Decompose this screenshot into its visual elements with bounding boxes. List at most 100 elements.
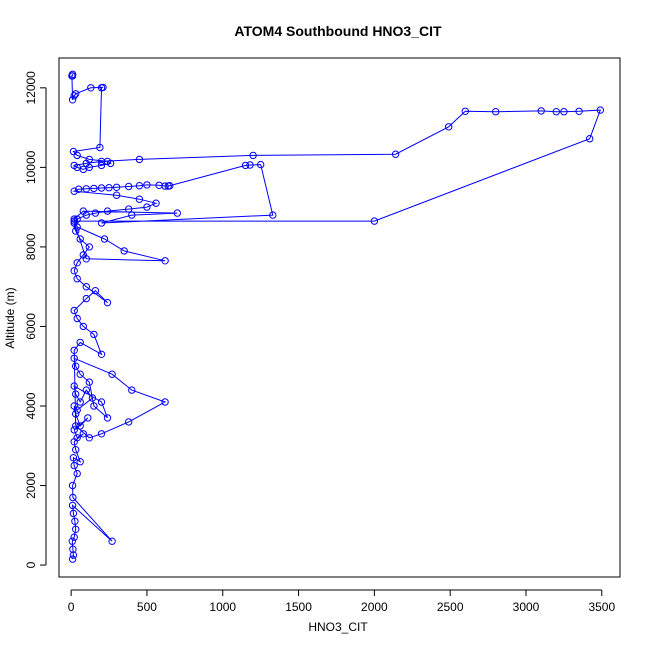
x-tick-label: 2500 [437, 600, 464, 614]
data-point [71, 517, 79, 525]
data-point [73, 314, 81, 323]
data-point [82, 185, 91, 193]
chart-title: ATOM4 Southbound HNO3_CIT [234, 23, 442, 39]
data-point [257, 160, 265, 169]
data-point [70, 461, 78, 470]
x-tick-label: 1500 [285, 600, 312, 614]
data-point [73, 259, 81, 267]
data-point [70, 533, 78, 541]
data-point [120, 247, 128, 255]
data-point [537, 107, 545, 115]
data-point [246, 161, 254, 169]
data-point [552, 108, 560, 116]
data-point [69, 509, 78, 518]
data-point [73, 151, 81, 160]
data-point [76, 338, 84, 347]
data-point [125, 418, 133, 426]
x-tick-label: 1000 [209, 600, 236, 614]
data-point [82, 283, 91, 291]
data-point [70, 215, 78, 223]
data-point [73, 406, 81, 414]
data-point [76, 235, 84, 243]
data-point [103, 414, 112, 422]
data-point [135, 195, 144, 203]
data-point [97, 398, 106, 406]
series-line [71, 74, 602, 560]
data-point [85, 155, 94, 164]
data-point [97, 430, 106, 438]
x-tick-label: 500 [137, 600, 157, 614]
data-point [370, 217, 379, 225]
data-point [166, 182, 174, 190]
data-point [241, 161, 250, 170]
data-point [68, 481, 77, 490]
data-point [69, 454, 78, 462]
data-point [97, 219, 106, 227]
data-point [96, 143, 104, 152]
plot-frame [58, 57, 621, 578]
data-point [103, 207, 112, 215]
data-point [596, 106, 604, 114]
y-tick-label: 8000 [24, 233, 38, 260]
data-point [143, 203, 151, 211]
data-point [82, 386, 91, 394]
data-point [445, 123, 453, 131]
data-point [85, 378, 94, 386]
y-tick-label: 2000 [24, 472, 38, 499]
y-tick-label: 4000 [24, 392, 38, 419]
data-point [68, 501, 77, 510]
data-point [135, 182, 144, 190]
data-point [90, 402, 98, 410]
data-point [70, 217, 78, 225]
data-point [152, 199, 160, 207]
data-point [112, 183, 121, 192]
data-point [75, 185, 83, 193]
x-tick-label: 2000 [361, 600, 388, 614]
x-axis-label: HNO3_CIT [308, 620, 368, 634]
data-point [391, 150, 400, 158]
data-point [105, 184, 113, 192]
y-tick-label: 0 [24, 561, 38, 568]
data-point [76, 422, 84, 430]
data-point [173, 209, 182, 217]
data-point [73, 469, 81, 478]
x-tick-label: 0 [68, 600, 75, 614]
data-point [97, 161, 106, 170]
data-point [72, 422, 80, 430]
x-axis: 0 500 1000 1500 2000 2500 3000 3500 [68, 589, 615, 614]
x-tick-label: 3000 [513, 600, 540, 614]
data-point [79, 430, 88, 438]
data-point [575, 107, 583, 116]
data-point [97, 350, 106, 358]
data-point [85, 243, 94, 251]
data-point [128, 386, 136, 394]
data-point [90, 184, 98, 193]
data-point [461, 107, 469, 116]
data-point [76, 398, 84, 406]
data-point [108, 370, 116, 378]
data-point [85, 434, 94, 442]
data-point [84, 414, 92, 422]
data-point [161, 257, 169, 265]
data-point [69, 493, 77, 502]
data-point [72, 390, 80, 398]
data-point [112, 191, 121, 199]
data-point [68, 96, 77, 104]
data-point [70, 187, 78, 195]
data-point [76, 370, 84, 378]
data-point [91, 287, 100, 295]
data-point [125, 182, 133, 191]
data-point [103, 298, 112, 307]
data-point [70, 306, 78, 315]
data-point [72, 362, 80, 370]
data-point [249, 151, 257, 160]
data-point [103, 157, 112, 166]
x-tick-label: 3500 [588, 600, 615, 614]
data-point [143, 181, 151, 189]
data-point [560, 108, 568, 116]
y-tick-label: 12000 [24, 71, 38, 105]
data-point [73, 434, 81, 442]
y-tick-label: 6000 [24, 313, 38, 340]
data-point [72, 446, 80, 454]
